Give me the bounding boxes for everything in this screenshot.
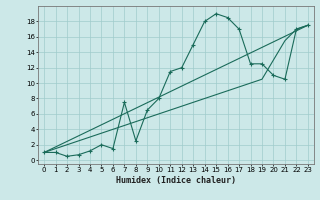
X-axis label: Humidex (Indice chaleur): Humidex (Indice chaleur) [116,176,236,185]
